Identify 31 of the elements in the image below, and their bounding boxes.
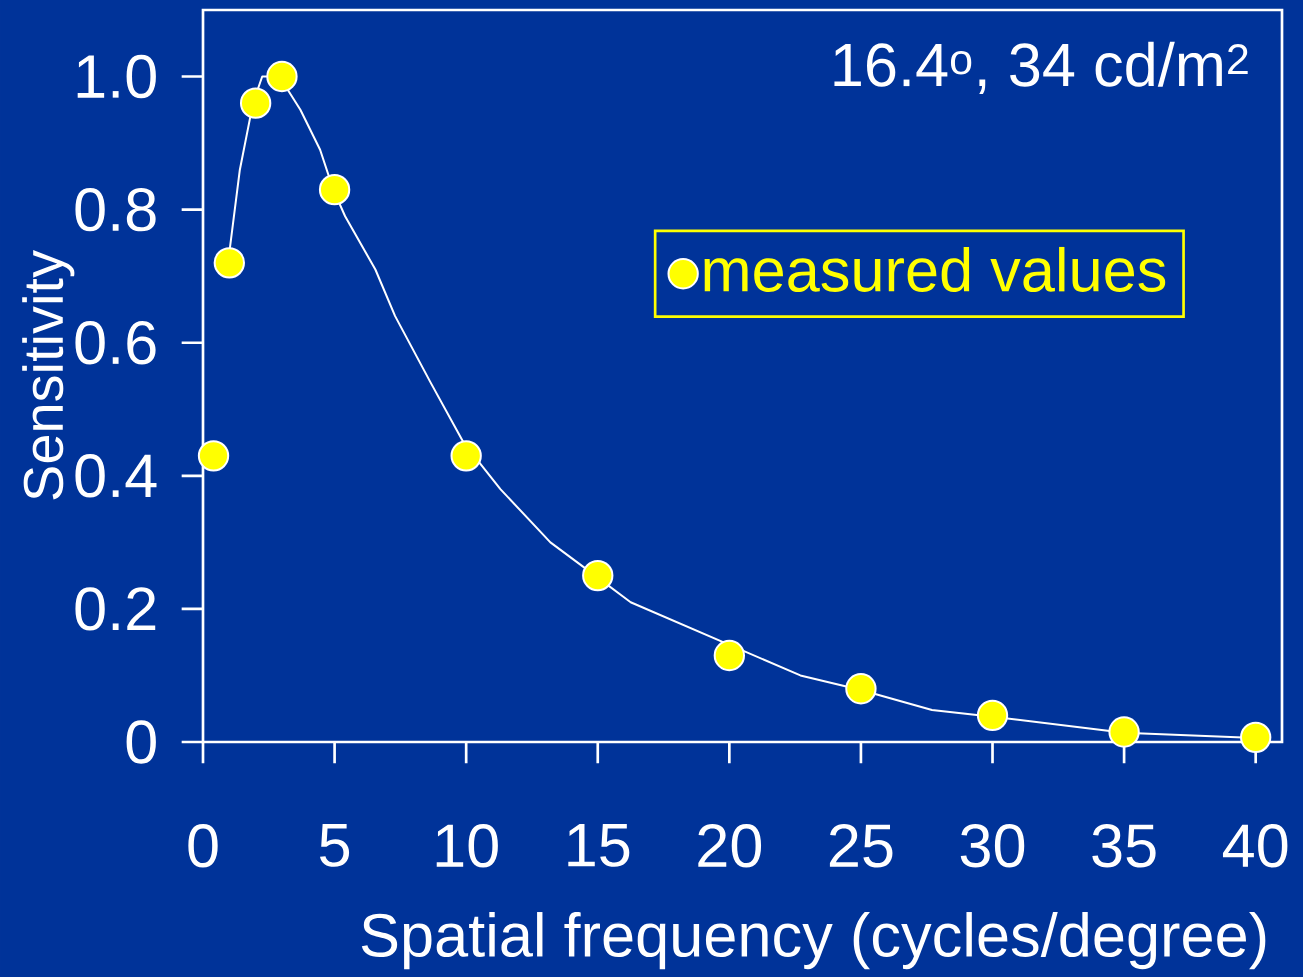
y-tick-label: 0.8 [75, 187, 156, 232]
annotation: 16.4$^{o}$, 34 cd/m$^{2}$ [834, 41, 1248, 94]
y-axis-title: Sensitivity [22, 250, 75, 500]
point [213, 247, 245, 279]
y-tick-label: 0 [126, 720, 156, 764]
x-tick-label: 40 [1222, 824, 1288, 868]
point [976, 699, 1009, 732]
legend-label: measured values [704, 246, 1166, 292]
x-tick-label: 30 [960, 824, 1025, 868]
point [845, 673, 877, 705]
x-tick-label: 15 [568, 824, 630, 867]
x-tick-label: 20 [698, 824, 762, 868]
point [266, 60, 298, 93]
x-tick-label: 10 [436, 824, 498, 868]
y-tick-label: 0.6 [75, 321, 156, 365]
x-tick-label: 0 [188, 824, 218, 868]
y-tick-label: 0.2 [75, 587, 156, 631]
y-tick-label: 0.4 [75, 454, 157, 498]
point [318, 174, 351, 206]
x-tick-label: 25 [829, 824, 893, 868]
point [197, 440, 230, 472]
point [450, 440, 482, 472]
point [1108, 716, 1140, 748]
y-tick-label: 1.0 [77, 54, 156, 99]
x-tick-label: 35 [1092, 824, 1156, 868]
point [239, 87, 272, 119]
point [582, 559, 614, 592]
x-axis-title: Spatial frequency (cycles/degree) [361, 912, 1266, 970]
x-tick-label: 5 [319, 824, 350, 867]
point [713, 639, 746, 672]
point [1240, 721, 1272, 753]
